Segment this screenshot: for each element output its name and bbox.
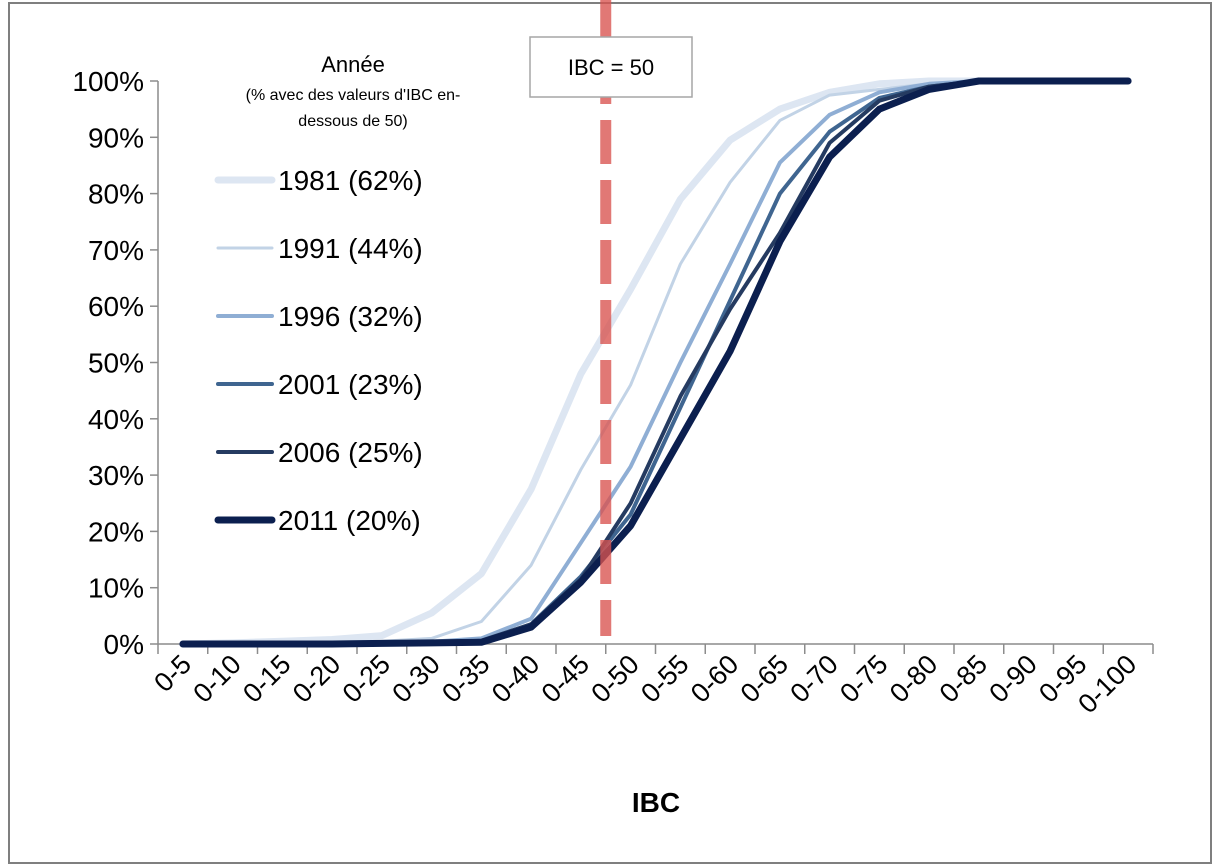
x-tick-label: 0-85 bbox=[934, 649, 993, 708]
y-tick-label: 50% bbox=[88, 348, 144, 379]
x-tick-label: 0-55 bbox=[635, 649, 694, 708]
x-tick-label: 0-75 bbox=[834, 649, 893, 708]
legend-label-3: 2001 (23%) bbox=[278, 369, 423, 400]
legend-label-2: 1996 (32%) bbox=[278, 301, 423, 332]
legend-title: Année bbox=[321, 52, 385, 77]
x-tick-label: 0-30 bbox=[386, 649, 445, 708]
x-tick-label: 0-65 bbox=[735, 649, 794, 708]
x-tick-label: 0-20 bbox=[287, 649, 346, 708]
x-tick-label: 0-90 bbox=[983, 649, 1042, 708]
x-tick-label: 0-25 bbox=[337, 649, 396, 708]
legend-label-1: 1991 (44%) bbox=[278, 233, 423, 264]
y-tick-label: 100% bbox=[72, 66, 144, 97]
legend-label-0: 1981 (62%) bbox=[278, 165, 423, 196]
series-layer bbox=[179, 77, 1132, 648]
legend-label-5: 2011 (20%) bbox=[278, 505, 421, 536]
legend-label-4: 2006 (25%) bbox=[278, 437, 423, 468]
legend-subtitle-line2: dessous de 50) bbox=[298, 113, 407, 130]
reference-label: IBC = 50 bbox=[568, 55, 654, 80]
y-tick-label: 80% bbox=[88, 179, 144, 210]
x-tick-label: 0-70 bbox=[784, 649, 843, 708]
legend-subtitle-line1: (% avec des valeurs d'IBC en- bbox=[246, 87, 461, 104]
y-tick-label: 0% bbox=[104, 629, 144, 660]
x-tick-label: 0-15 bbox=[237, 649, 296, 708]
x-tick-label: 0-50 bbox=[585, 649, 644, 708]
y-tick-label: 60% bbox=[88, 291, 144, 322]
series-line-5 bbox=[179, 77, 1132, 648]
x-tick-label: 0-40 bbox=[486, 649, 545, 708]
x-axis-label: IBC bbox=[632, 787, 680, 818]
y-tick-label: 90% bbox=[88, 122, 144, 153]
y-tick-label: 10% bbox=[88, 573, 144, 604]
y-tick-label: 20% bbox=[88, 516, 144, 547]
x-axis-ticks: 0-50-100-150-200-250-300-350-400-450-500… bbox=[148, 644, 1154, 719]
x-tick-label: 0-10 bbox=[187, 649, 246, 708]
reference-label-box bbox=[529, 36, 693, 98]
x-tick-label: 0-80 bbox=[884, 649, 943, 708]
y-axis-ticks: 0% 10% 20% 30% 40% 50% 60% 70% 80% 90% 100% bbox=[72, 66, 158, 660]
y-tick-label: 40% bbox=[88, 404, 144, 435]
y-tick-label: 30% bbox=[88, 460, 144, 491]
x-tick-label: 0-35 bbox=[436, 649, 495, 708]
y-tick-label: 70% bbox=[88, 235, 144, 266]
x-tick-label: 0-60 bbox=[685, 649, 744, 708]
x-tick-label: 0-100 bbox=[1072, 649, 1142, 719]
legend: Année (% avec des valeurs d'IBC en- dess… bbox=[214, 52, 461, 536]
reference-line-layer: IBC = 50 bbox=[529, 0, 693, 636]
x-tick-label: 0-45 bbox=[536, 649, 595, 708]
